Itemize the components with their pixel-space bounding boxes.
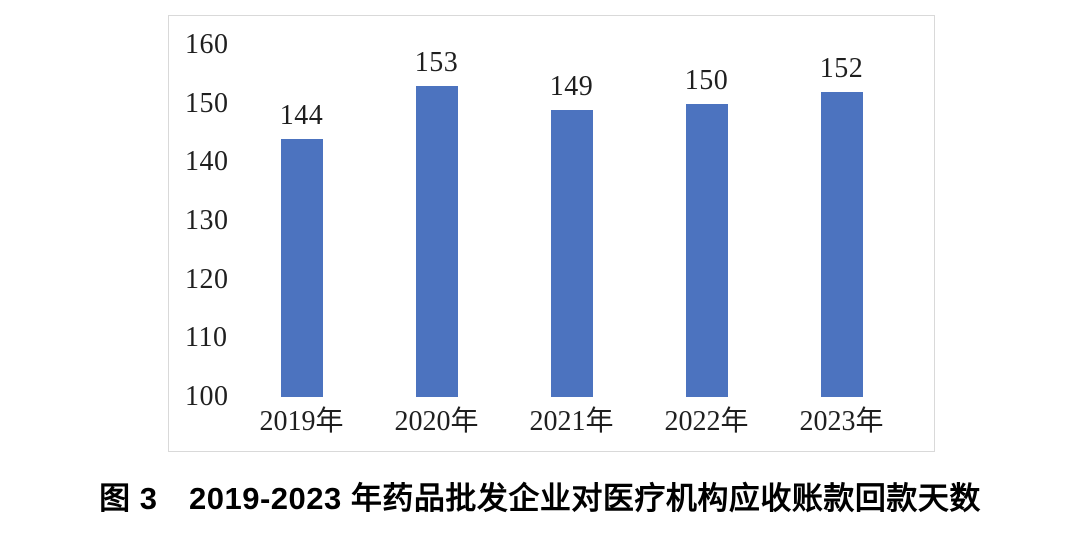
- figure-caption: 图 3 2019-2023 年药品批发企业对医疗机构应收账款回款天数: [99, 481, 981, 516]
- y-axis: 160 150 140 130 120 110 100: [185, 31, 233, 411]
- x-axis-tick-label: 2021年: [529, 406, 614, 437]
- bar-value-label: 144: [279, 99, 324, 131]
- bar-slot: 144: [234, 45, 369, 397]
- bar: [820, 91, 863, 397]
- y-axis-tick-label: 110: [185, 322, 228, 354]
- x-axis-tick-label: 2023年: [799, 406, 884, 437]
- y-axis-tick-label: 130: [185, 204, 229, 236]
- bar-value-label: 150: [684, 64, 729, 96]
- y-axis-tick-label: 100: [185, 380, 229, 412]
- bar-slot: 153: [369, 45, 504, 397]
- bar-value-label: 153: [414, 47, 459, 79]
- y-axis-tick-label: 140: [185, 146, 229, 178]
- bar-slot: 149: [504, 45, 639, 397]
- bar: [415, 86, 458, 397]
- chart-frame: 160 150 140 130 120 110 100 144 153 149 150 152 20…: [168, 15, 935, 452]
- y-axis-tick-label: 160: [185, 29, 229, 60]
- x-axis-tick-label: 2022年: [664, 406, 749, 437]
- y-axis-tick-label: 120: [185, 263, 229, 295]
- x-axis: 2019年 2020年 2021年 2022年 2023年: [234, 406, 909, 438]
- bar-slot: 152: [774, 45, 909, 397]
- x-axis-tick-label: 2019年: [259, 406, 344, 437]
- plot-area: 144 153 149 150 152: [234, 45, 909, 397]
- y-axis-tick-label: 150: [185, 87, 229, 119]
- x-axis-tick-label: 2020年: [394, 406, 479, 437]
- bar-value-label: 149: [549, 70, 594, 102]
- bar: [280, 138, 323, 397]
- bar-slot: 150: [639, 45, 774, 397]
- bar-value-label: 152: [819, 52, 864, 84]
- bar: [685, 103, 728, 397]
- bar: [550, 109, 593, 397]
